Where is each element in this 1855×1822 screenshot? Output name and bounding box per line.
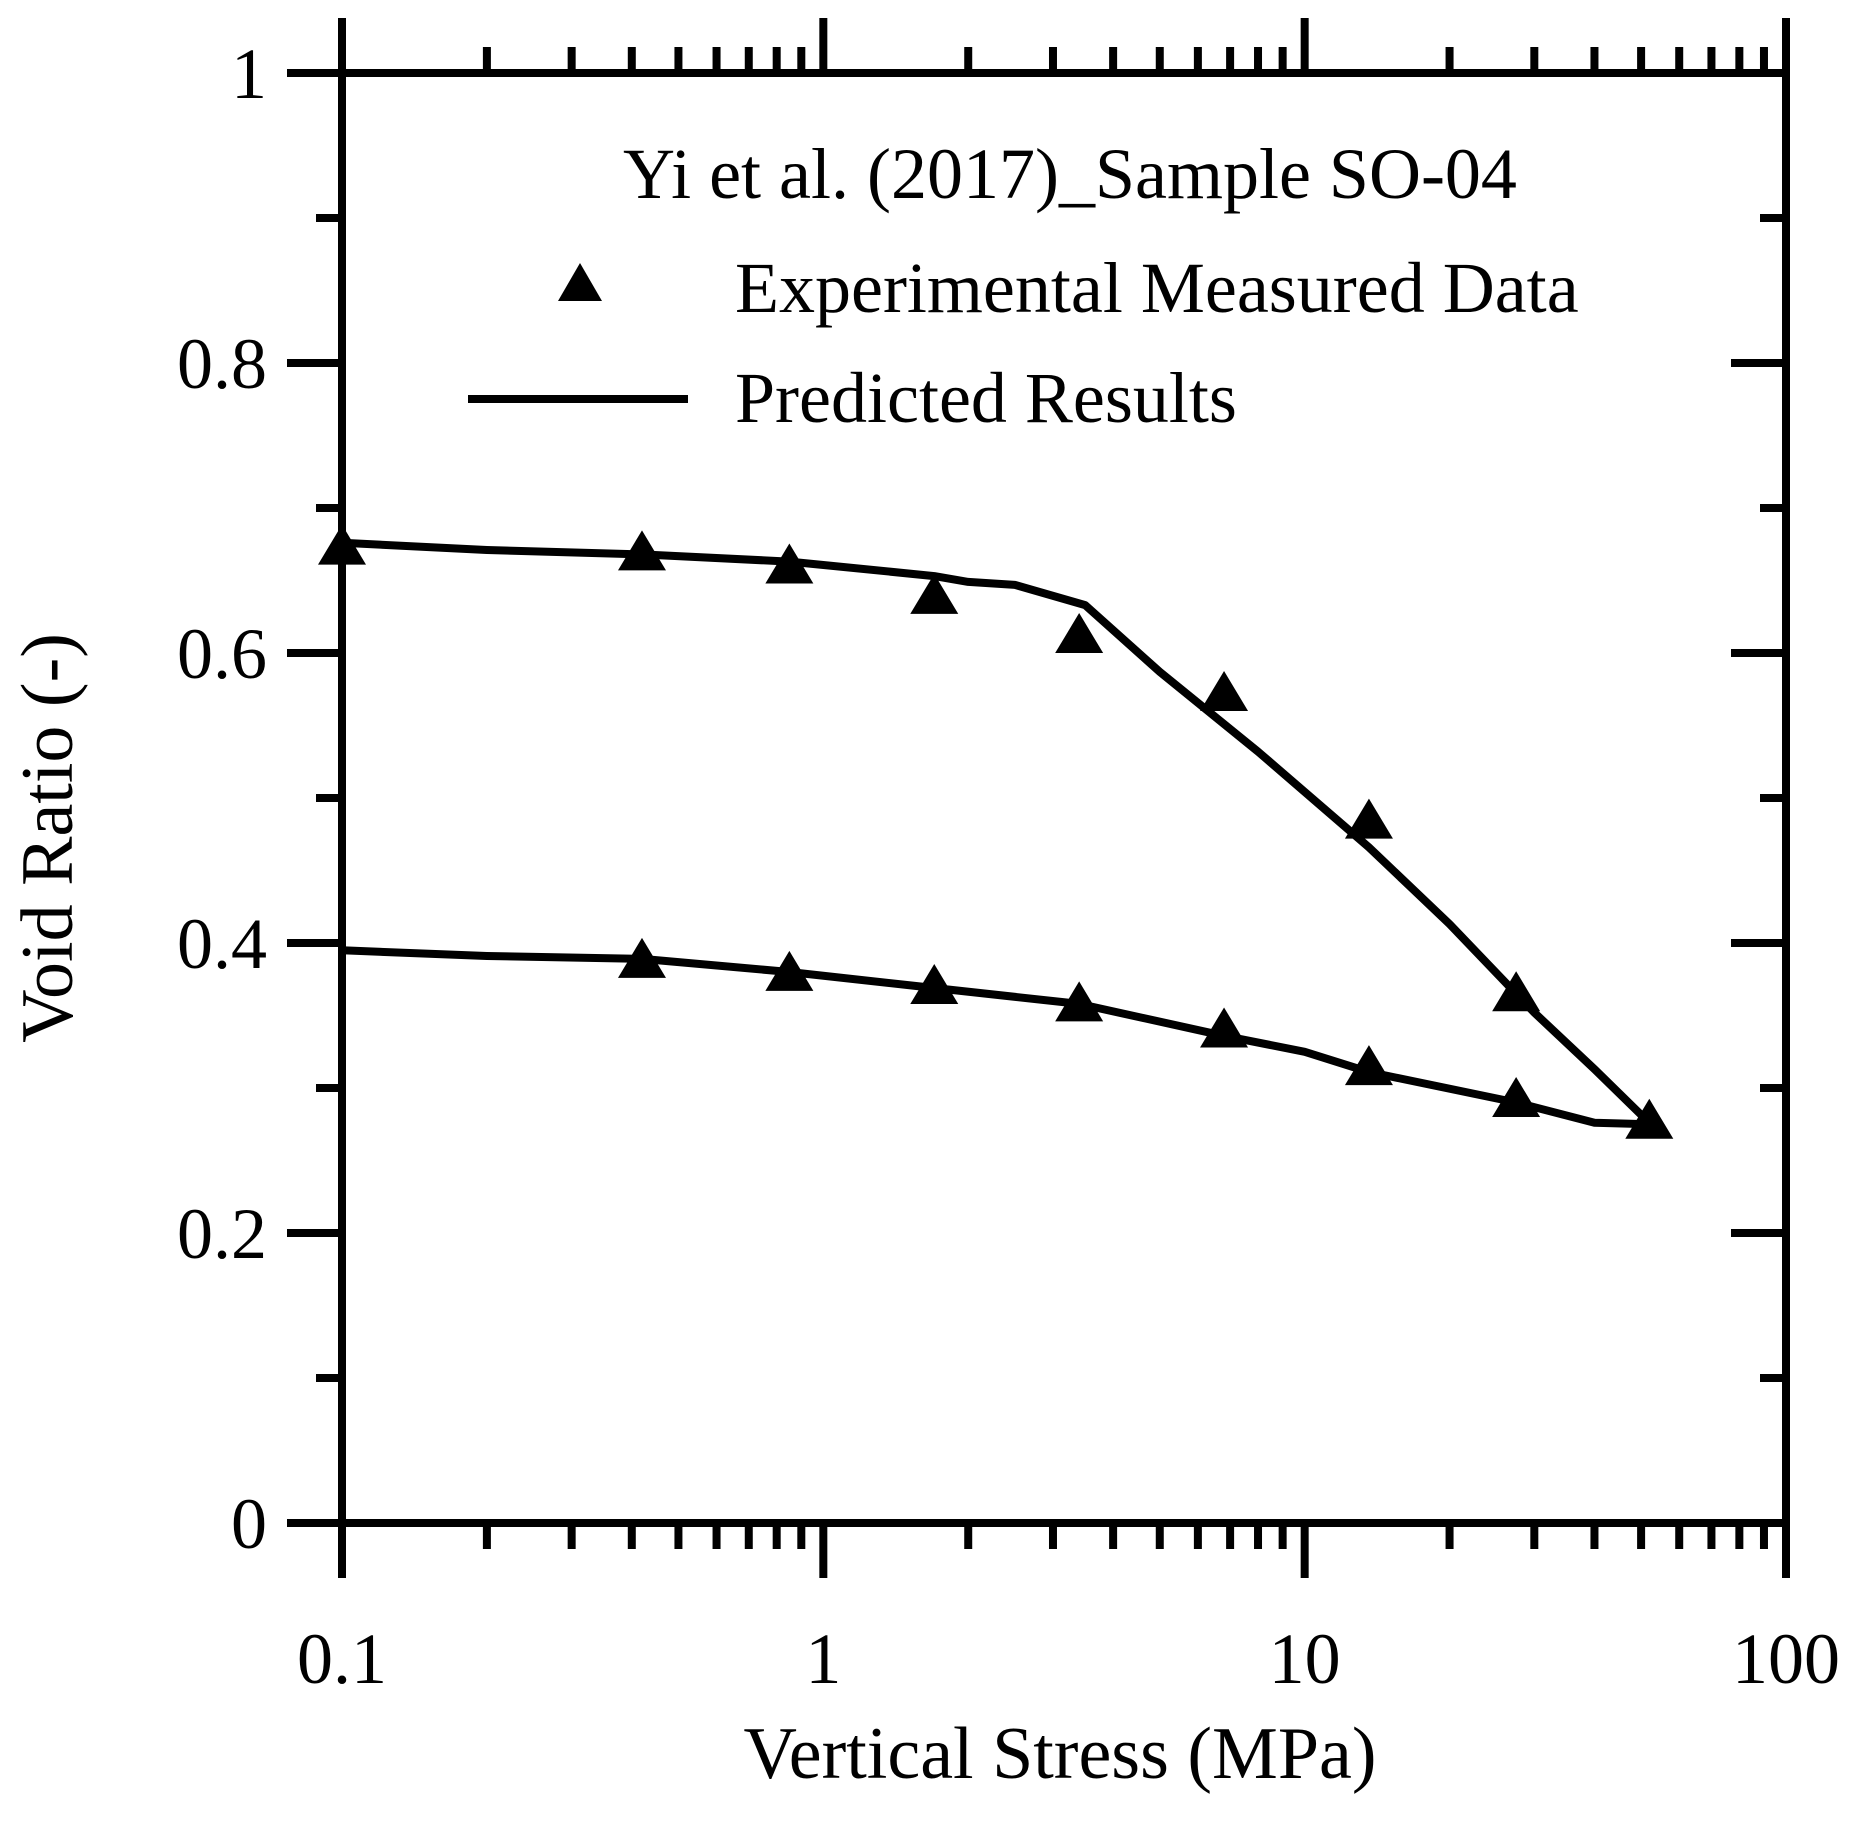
data-point-triangle: [318, 524, 366, 565]
y-tick-label: 0: [231, 1484, 267, 1564]
data-point-triangle: [617, 530, 666, 571]
y-tick-label: 0.6: [177, 614, 267, 694]
data-point-triangle: [1492, 971, 1541, 1012]
predicted-curve-loading: [341, 538, 1653, 1126]
x-tick-label: 0.1: [297, 1619, 387, 1699]
data-point-triangle: [1625, 1098, 1674, 1139]
data-point-triangle: [1200, 671, 1249, 712]
y-tick-label: 0.8: [177, 324, 267, 404]
x-tick-label: 1: [805, 1619, 841, 1699]
data-point-triangle: [765, 543, 814, 584]
data-point-triangle: [910, 573, 959, 614]
legend-triangle-marker: [558, 263, 602, 301]
legend-title: Yi et al. (2017)_Sample SO-04: [623, 134, 1517, 214]
data-point-triangle: [617, 937, 666, 978]
y-tick-label: 0.4: [177, 904, 267, 984]
data-markers: [318, 524, 1674, 1139]
x-axis-title: Vertical Stress (MPa): [744, 1713, 1377, 1795]
y-tick-label: 1: [231, 34, 267, 114]
tick-labels: 0 0.2 0.4 0.6 0.8 1 0.1 1 10 100: [177, 34, 1840, 1699]
data-point-triangle: [1200, 1007, 1249, 1048]
legend: Yi et al. (2017)_Sample SO-04 Experiment…: [468, 134, 1579, 438]
plot-frame: [338, 69, 1790, 1527]
data-point-triangle: [910, 963, 959, 1004]
legend-label-predicted: Predicted Results: [735, 358, 1237, 438]
y-axis-title: Void Ratio (-): [7, 633, 89, 1043]
data-point-triangle: [1344, 798, 1393, 839]
predicted-curve-unloading: [341, 946, 1650, 1129]
data-point-triangle: [1055, 613, 1104, 654]
data-point-triangle: [765, 950, 814, 991]
y-tick-label: 0.2: [177, 1194, 267, 1274]
data-point-triangle: [1344, 1045, 1393, 1086]
data-point-triangle: [1055, 981, 1104, 1022]
predicted-curves: [341, 538, 1653, 1129]
x-tick-label: 100: [1732, 1619, 1840, 1699]
legend-label-experimental: Experimental Measured Data: [735, 248, 1579, 328]
data-point-triangle: [1492, 1077, 1541, 1118]
x-tick-label: 10: [1269, 1619, 1341, 1699]
